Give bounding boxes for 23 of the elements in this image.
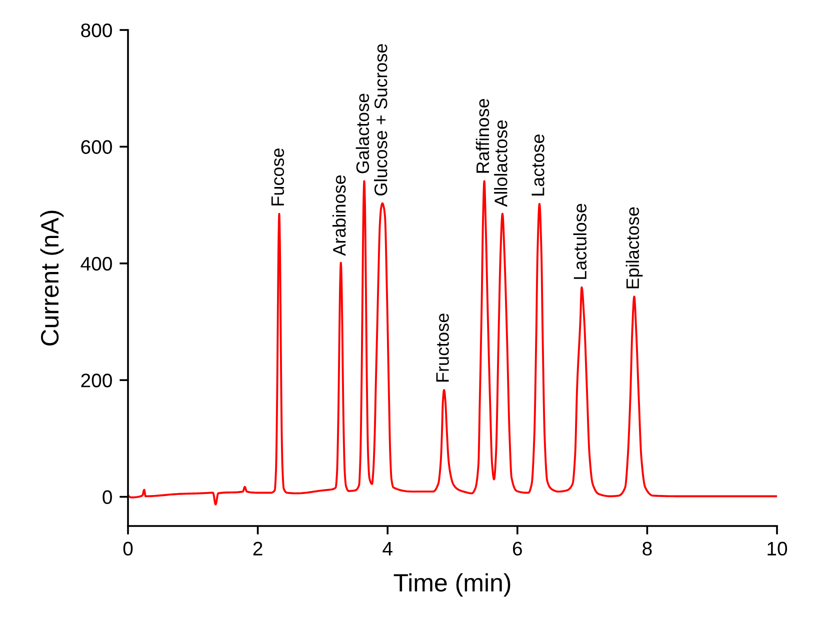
annotation: Raffinose <box>476 99 490 173</box>
y-tick-label: 800 <box>81 23 112 38</box>
annotation: Lactulose <box>573 204 586 279</box>
annotation: Fructose <box>436 314 449 382</box>
x-tick-label: 4 <box>382 542 392 556</box>
y-tick-label: 400 <box>80 256 112 271</box>
annotation: Allolactose <box>494 120 508 207</box>
x-tick-label: 6 <box>512 542 522 556</box>
x-tick-label: 0 <box>123 542 133 556</box>
annotation: Arabinose <box>332 175 346 256</box>
x-axis-title: Time (min) <box>394 573 510 597</box>
annotation: Fucose <box>271 148 284 206</box>
y-axis-title: Current (nA) <box>40 210 64 346</box>
annotation: Glucose + Sucrose <box>374 44 388 196</box>
annotation: Lactose <box>532 134 544 196</box>
y-tick-label: 600 <box>81 140 112 154</box>
x-tick-label: 10 <box>768 542 788 556</box>
y-tick-label: 200 <box>81 374 112 388</box>
annotation: Galactose <box>356 94 370 174</box>
annotation: Epilactose <box>626 207 643 288</box>
x-tick-label: 2 <box>253 542 262 556</box>
x-tick-label: 8 <box>642 542 652 556</box>
y-tick-label: 0 <box>102 490 112 504</box>
